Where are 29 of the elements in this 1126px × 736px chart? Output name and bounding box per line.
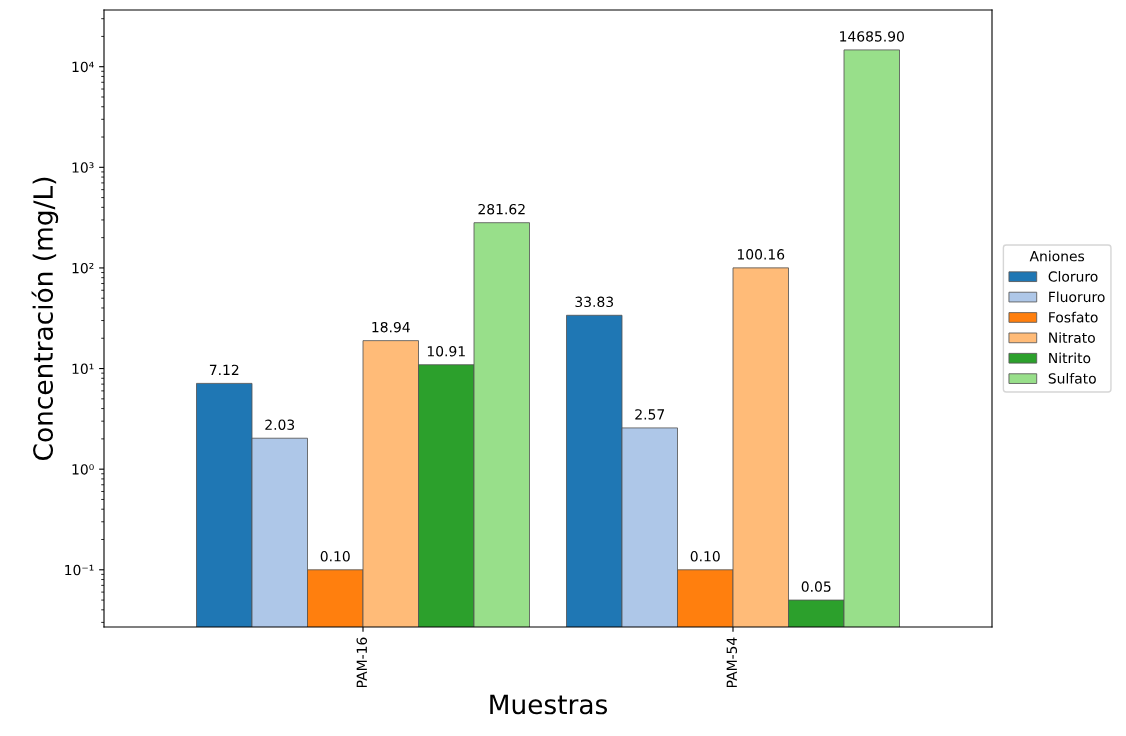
data-label: 281.62 (478, 203, 525, 215)
legend-label: Nitrito (1049, 352, 1091, 364)
data-label: 0.10 (690, 551, 720, 562)
y-tick-label: 10³ (72, 162, 94, 173)
y-tick-label: 10⁰ (72, 464, 94, 475)
y-tick-label: 10⁻¹ (65, 564, 94, 576)
data-label: 2.03 (265, 419, 295, 430)
data-label: 14685.90 (840, 31, 904, 42)
legend-label: Sulfato (1048, 372, 1096, 384)
data-label: 100.16 (737, 249, 785, 260)
legend-label: Cloruro (1048, 271, 1098, 282)
data-label: 10.91 (427, 345, 465, 357)
x-tick-label: PAM-54 (726, 637, 738, 688)
data-label: 33.83 (575, 296, 614, 308)
y-tick-label: 10¹ (72, 363, 94, 375)
data-label: 0.10 (320, 551, 350, 562)
data-label: 0.05 (801, 581, 831, 592)
data-label: 7.12 (209, 364, 239, 375)
legend-label: Fluoruro (1049, 291, 1105, 303)
y-axis-title: Concentración (mg/L) (31, 177, 59, 460)
x-axis-title: Muestras (490, 694, 608, 715)
legend-title: Aniones (1029, 250, 1085, 262)
legend-label: Nitrato (1049, 332, 1095, 343)
legend-label: Fosfato (1049, 311, 1098, 323)
x-tick-label: PAM-16 (356, 637, 368, 688)
data-label: 2.57 (635, 409, 665, 420)
y-tick-label: 10² (72, 262, 94, 274)
data-label: 18.94 (372, 321, 410, 333)
y-tick-label: 10⁴ (72, 61, 94, 73)
